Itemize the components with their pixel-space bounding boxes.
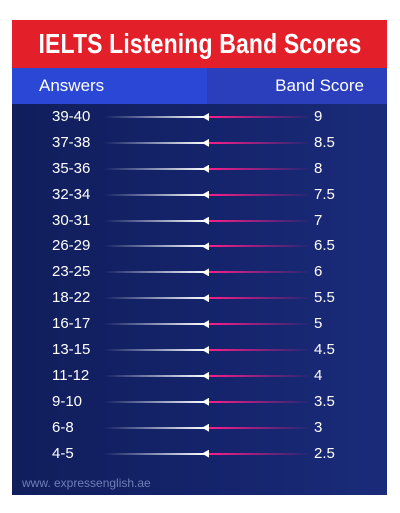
pointer-icon bbox=[202, 242, 209, 251]
row-connector-right bbox=[208, 219, 308, 222]
table-row: 37-38 8.5 bbox=[12, 130, 387, 156]
row-connector-left bbox=[104, 374, 206, 377]
score-table: 39-40 9 37-38 8.5 35-36 8 32-34 7.5 bbox=[12, 104, 387, 466]
answers-cell: 37-38 bbox=[52, 133, 91, 151]
answers-header: Answers bbox=[39, 76, 105, 95]
band-score-cell: 2.5 bbox=[314, 444, 335, 462]
row-connector-left bbox=[104, 141, 206, 144]
pointer-icon bbox=[202, 190, 209, 199]
band-score-cell: 5.5 bbox=[314, 289, 335, 307]
watermark-url: www. expressenglish.ae bbox=[22, 476, 151, 490]
band-score-cell: 8 bbox=[314, 159, 323, 177]
table-row: 16-17 5 bbox=[12, 311, 387, 337]
table-header: Answers Band Score bbox=[12, 68, 387, 104]
answers-cell: 11-12 bbox=[52, 366, 90, 384]
table-row: 13-15 4.5 bbox=[12, 337, 387, 363]
answers-cell: 26-29 bbox=[52, 237, 91, 255]
pointer-icon bbox=[202, 397, 209, 406]
table-row: 4-5 2.5 bbox=[12, 441, 387, 467]
answers-cell: 32-34 bbox=[52, 185, 91, 203]
row-connector-right bbox=[208, 297, 308, 300]
band-score-cell: 7 bbox=[314, 211, 323, 229]
answers-cell: 13-15 bbox=[52, 341, 91, 359]
row-connector-left bbox=[104, 323, 206, 326]
pointer-icon bbox=[202, 449, 209, 458]
pointer-icon bbox=[202, 138, 209, 147]
answers-cell: 23-25 bbox=[52, 263, 91, 281]
pointer-icon bbox=[202, 268, 209, 277]
band-score-cell: 9 bbox=[314, 108, 323, 125]
row-connector-left bbox=[104, 219, 206, 222]
answers-header-cell: Answers bbox=[12, 68, 207, 104]
pointer-icon bbox=[202, 371, 209, 380]
band-score-card: IELTS Listening Band Scores Answers Band… bbox=[12, 20, 387, 495]
row-connector-left bbox=[104, 349, 206, 352]
pointer-icon bbox=[202, 113, 209, 121]
row-connector-right bbox=[208, 141, 308, 144]
band-score-cell: 6 bbox=[314, 263, 323, 281]
answers-cell: 30-31 bbox=[52, 211, 91, 229]
row-connector-right bbox=[208, 349, 308, 352]
row-connector-right bbox=[208, 400, 308, 403]
table-row: 39-40 9 bbox=[12, 104, 387, 130]
row-connector-right bbox=[208, 245, 308, 248]
row-connector-left bbox=[104, 452, 206, 455]
band-score-cell: 7.5 bbox=[314, 185, 335, 203]
row-connector-right bbox=[208, 452, 308, 455]
band-score-header: Band Score bbox=[275, 76, 364, 95]
title-banner: IELTS Listening Band Scores bbox=[12, 20, 387, 68]
pointer-icon bbox=[202, 320, 209, 329]
row-connector-left bbox=[104, 116, 206, 118]
answers-cell: 9-10 bbox=[52, 392, 83, 410]
table-row: 35-36 8 bbox=[12, 156, 387, 182]
band-score-cell: 3.5 bbox=[314, 392, 335, 410]
table-row: 30-31 7 bbox=[12, 208, 387, 234]
row-connector-right bbox=[208, 426, 308, 429]
answers-cell: 16-17 bbox=[52, 315, 91, 333]
table-row: 6-8 3 bbox=[12, 415, 387, 441]
pointer-icon bbox=[202, 423, 209, 432]
row-connector-right bbox=[208, 116, 308, 118]
row-connector-right bbox=[208, 271, 308, 274]
band-score-cell: 8.5 bbox=[314, 133, 335, 151]
table-row: 32-34 7.5 bbox=[12, 182, 387, 208]
table-row: 9-10 3.5 bbox=[12, 389, 387, 415]
pointer-icon bbox=[202, 164, 209, 173]
row-connector-left bbox=[104, 245, 206, 248]
band-score-header-cell: Band Score bbox=[207, 68, 387, 104]
row-connector-right bbox=[208, 167, 308, 170]
row-connector-right bbox=[208, 323, 308, 326]
row-connector-right bbox=[208, 193, 308, 196]
row-connector-left bbox=[104, 426, 206, 429]
row-connector-left bbox=[104, 167, 206, 170]
band-score-cell: 5 bbox=[314, 315, 323, 333]
row-connector-left bbox=[104, 271, 206, 274]
answers-cell: 35-36 bbox=[52, 159, 91, 177]
row-connector-left bbox=[104, 193, 206, 196]
answers-cell: 4-5 bbox=[52, 444, 74, 462]
row-connector-left bbox=[104, 297, 206, 300]
answers-cell: 18-22 bbox=[52, 289, 91, 307]
pointer-icon bbox=[202, 216, 209, 225]
table-row: 11-12 4 bbox=[12, 363, 387, 389]
answers-cell: 39-40 bbox=[52, 108, 91, 125]
band-score-cell: 4.5 bbox=[314, 341, 335, 359]
band-score-cell: 4 bbox=[314, 366, 323, 384]
row-connector-right bbox=[208, 374, 308, 377]
pointer-icon bbox=[202, 346, 209, 355]
pointer-icon bbox=[202, 294, 209, 303]
table-row: 23-25 6 bbox=[12, 259, 387, 285]
page-title: IELTS Listening Band Scores bbox=[38, 28, 361, 59]
row-connector-left bbox=[104, 400, 206, 403]
answers-cell: 6-8 bbox=[52, 418, 74, 436]
band-score-cell: 6.5 bbox=[314, 237, 335, 255]
table-row: 26-29 6.5 bbox=[12, 233, 387, 259]
table-row: 18-22 5.5 bbox=[12, 285, 387, 311]
band-score-cell: 3 bbox=[314, 418, 323, 436]
